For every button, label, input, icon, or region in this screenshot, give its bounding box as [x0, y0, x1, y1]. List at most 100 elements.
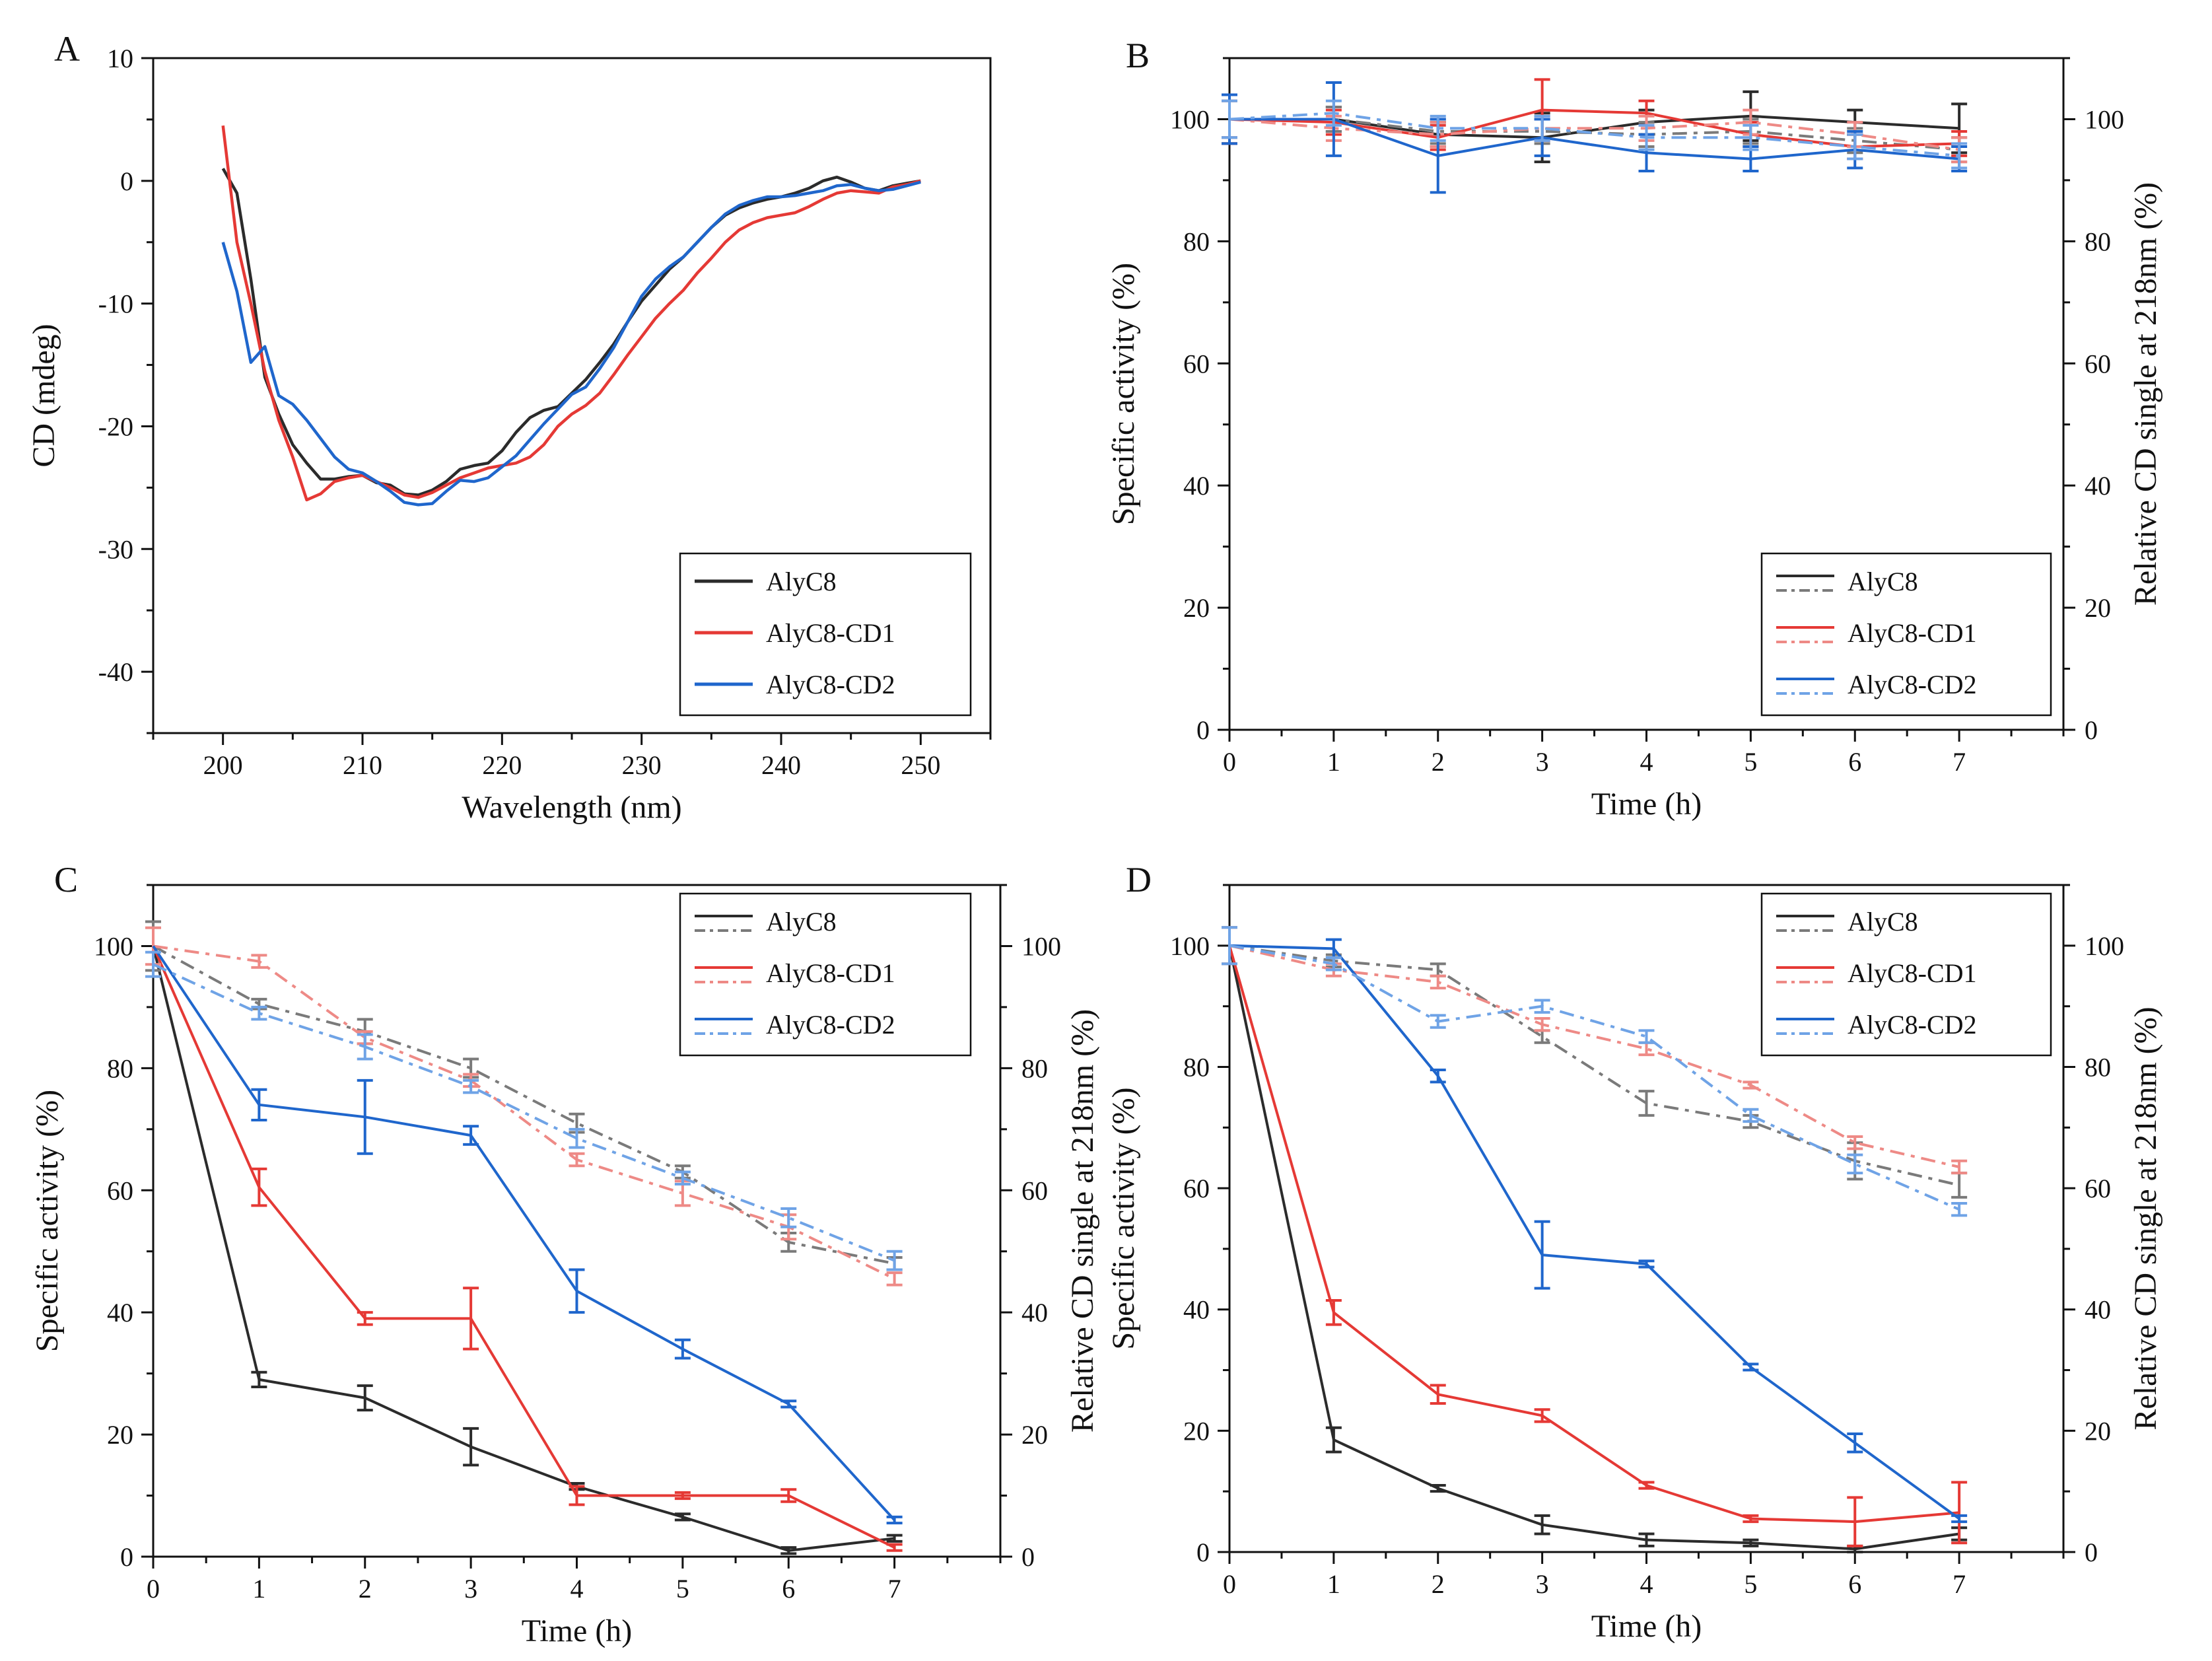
y2-tick-label: 40	[2085, 1295, 2111, 1325]
y2-tick-label: 0	[2085, 715, 2098, 745]
x-tick-label: 2	[359, 1574, 372, 1604]
legend-label: AlyC8-CD2	[766, 1010, 895, 1040]
x-tick-label: 3	[1536, 747, 1549, 777]
series-line	[1229, 118, 1960, 151]
y-tick-label: 100	[94, 931, 133, 961]
y-tick-label: 80	[107, 1053, 133, 1083]
series-line	[221, 125, 921, 502]
series-line	[152, 945, 896, 1521]
legend-label: AlyC8-CD1	[1848, 618, 1977, 648]
x-tick-label: 4	[1640, 747, 1653, 777]
y2-tick-label: 60	[2085, 349, 2111, 378]
x-tick-label: 200	[203, 750, 243, 780]
legend-label: AlyC8-CD1	[1848, 958, 1977, 988]
y-tick-label: -40	[98, 657, 133, 687]
y-axis-label: CD (mdeg)	[26, 324, 61, 467]
y-axis-label: Specific activity (%)	[30, 1090, 65, 1352]
y2-tick-label: 60	[2085, 1174, 2111, 1203]
x-axis-label: Time (h)	[1591, 1609, 1702, 1644]
legend: AlyC8 AlyC8-CD1 AlyC8-CD2	[679, 552, 972, 717]
y-tick-label: 40	[107, 1298, 133, 1327]
x-tick-label: 1	[1327, 1569, 1340, 1599]
legend-label: AlyC8-CD2	[1848, 1010, 1977, 1040]
x-tick-label: 0	[1223, 1569, 1236, 1599]
series-line	[153, 944, 895, 1265]
series-line	[1229, 944, 1960, 1168]
y-tick-label: 0	[1196, 715, 1210, 745]
x-tick-label: 0	[147, 1574, 160, 1604]
y2-tick-label: 0	[2085, 1537, 2098, 1567]
x-tick-label: 6	[782, 1574, 795, 1604]
y-tick-label: 0	[120, 166, 133, 196]
x-tick-label: 230	[622, 750, 662, 780]
y-tick-label: 0	[120, 1542, 133, 1572]
y-tick-label: -20	[98, 411, 133, 441]
x-tick-label: 2	[1432, 1569, 1445, 1599]
x-tick-label: 1	[252, 1574, 265, 1604]
series-alyc8-cd2	[152, 945, 903, 1525]
x-tick-label: 220	[482, 750, 522, 780]
x-tick-label: 4	[570, 1574, 584, 1604]
x-tick-label: 6	[1848, 1569, 1861, 1599]
y-tick-label: -10	[98, 289, 133, 319]
x-tick-label: 7	[1953, 747, 1966, 777]
y2-axis-label: Relative CD single at 218nm (%)	[2128, 1007, 2163, 1430]
series-line	[1229, 944, 1960, 1187]
legend-box	[1760, 892, 2052, 1057]
y-tick-label: 100	[1170, 931, 1210, 961]
x-tick-label: 5	[1744, 1569, 1757, 1599]
x-tick-label: 6	[1848, 747, 1861, 777]
series-alyc8-cd2-cd-	[1222, 926, 1968, 1217]
series-line	[152, 945, 895, 1549]
y2-axis-label: Relative CD single at 218nm (%)	[2128, 182, 2163, 606]
x-tick-label: 7	[1953, 1569, 1966, 1599]
x-tick-label: 240	[761, 750, 801, 780]
x-tick-label: 2	[1432, 747, 1445, 777]
legend: AlyC8 AlyC8-CD1 AlyC8-CD2	[679, 892, 972, 1057]
legend: AlyC8 AlyC8-CD1 AlyC8-CD2	[1760, 892, 2052, 1057]
series-line	[1229, 944, 1960, 1211]
panel-letter: C	[54, 860, 78, 900]
y2-tick-label: 0	[1021, 1542, 1035, 1572]
x-axis-label: Wavelength (nm)	[462, 790, 681, 825]
x-tick-label: 3	[464, 1574, 477, 1604]
legend-box	[1760, 552, 2052, 717]
panel-a: A 200 210 220 230 240 250 10 0 -10 -20 -30 -40 Wavele…	[26, 29, 992, 825]
series-line	[1229, 114, 1960, 139]
y2-tick-label: 40	[1021, 1298, 1048, 1327]
legend-label: AlyC8-CD1	[766, 958, 895, 988]
y-tick-label: 60	[107, 1176, 133, 1205]
series-alyc8	[152, 946, 903, 1555]
series-alyc8-cd2-cd-	[1222, 99, 1968, 170]
series-alyc8-cd1	[152, 945, 903, 1552]
y2-tick-label: 20	[1021, 1420, 1048, 1450]
x-tick-label: 5	[1744, 747, 1757, 777]
series-alyc8-cd1	[1228, 945, 1968, 1547]
x-tick-label: 250	[901, 750, 940, 780]
y2-axis-label: Relative CD single at 218nm (%)	[1065, 1009, 1100, 1432]
panel-letter: D	[1126, 860, 1152, 900]
y-tick-label: 10	[107, 44, 133, 73]
y2-tick-label: 100	[2085, 104, 2124, 134]
y-tick-label: -30	[98, 534, 133, 564]
y2-tick-label: 80	[1021, 1053, 1048, 1083]
y2-tick-label: 100	[2085, 931, 2124, 961]
x-tick-label: 4	[1640, 1569, 1653, 1599]
x-tick-label: 7	[888, 1574, 901, 1604]
y2-tick-label: 100	[1021, 931, 1061, 961]
y2-tick-label: 40	[2085, 471, 2111, 501]
legend-label: AlyC8-CD2	[1848, 670, 1977, 699]
legend-label: AlyC8-CD2	[766, 670, 895, 699]
x-axis-label: Time (h)	[1591, 787, 1702, 822]
y-tick-label: 60	[1183, 1174, 1210, 1203]
series-line	[152, 946, 895, 1552]
y-tick-label: 20	[107, 1420, 133, 1450]
series-alyc8-cd2-cd-	[145, 950, 903, 1271]
series-alyc8-cd2	[221, 180, 921, 507]
x-tick-label: 0	[1223, 747, 1236, 777]
y-axis-label: Specific activity (%)	[1106, 1087, 1141, 1349]
x-tick-label: 210	[343, 750, 382, 780]
